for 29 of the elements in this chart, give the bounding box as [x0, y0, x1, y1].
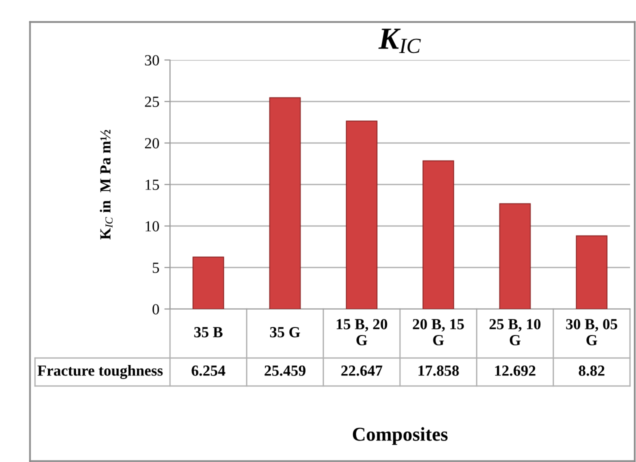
data-label: 12.692	[495, 366, 536, 376]
y-tick-label: 15	[146, 180, 159, 190]
x-tick-label: 15 B, 20 G	[336, 319, 388, 346]
y-tick-label: 10	[146, 221, 159, 232]
x-tick-label: 35 B	[194, 327, 223, 338]
x-axis-title: Composites	[352, 427, 448, 445]
y-tick-label: 5	[152, 262, 159, 273]
y-tick-label: 0	[152, 304, 159, 314]
data-label: 17.858	[418, 366, 459, 376]
data-label: 8.82	[578, 366, 604, 376]
data-label: 6.254	[192, 366, 226, 376]
x-tick-label: 20 B, 15 G	[412, 319, 464, 346]
y-tick-label: 20	[144, 138, 159, 148]
bar	[346, 120, 378, 309]
bar	[422, 160, 454, 309]
x-tick-label: 30 B, 05 G	[566, 319, 618, 346]
chart-title: K$_{IC}$	[378, 28, 421, 54]
data-label: 22.647	[341, 366, 382, 376]
bar	[576, 235, 608, 309]
x-tick-label: 25 B, 10 G	[490, 319, 541, 346]
y-tick-label: 25	[144, 96, 159, 107]
y-axis-title: K$_{IC}$ in M Pa m½	[100, 130, 113, 240]
y-tick-label: 30	[145, 55, 159, 66]
bar	[192, 256, 224, 309]
x-tick-label: 35 G	[270, 327, 300, 338]
bar	[499, 203, 531, 309]
bar	[269, 97, 301, 309]
data-label: 25.459	[264, 366, 306, 376]
text: Fracture toughness	[38, 365, 163, 379]
